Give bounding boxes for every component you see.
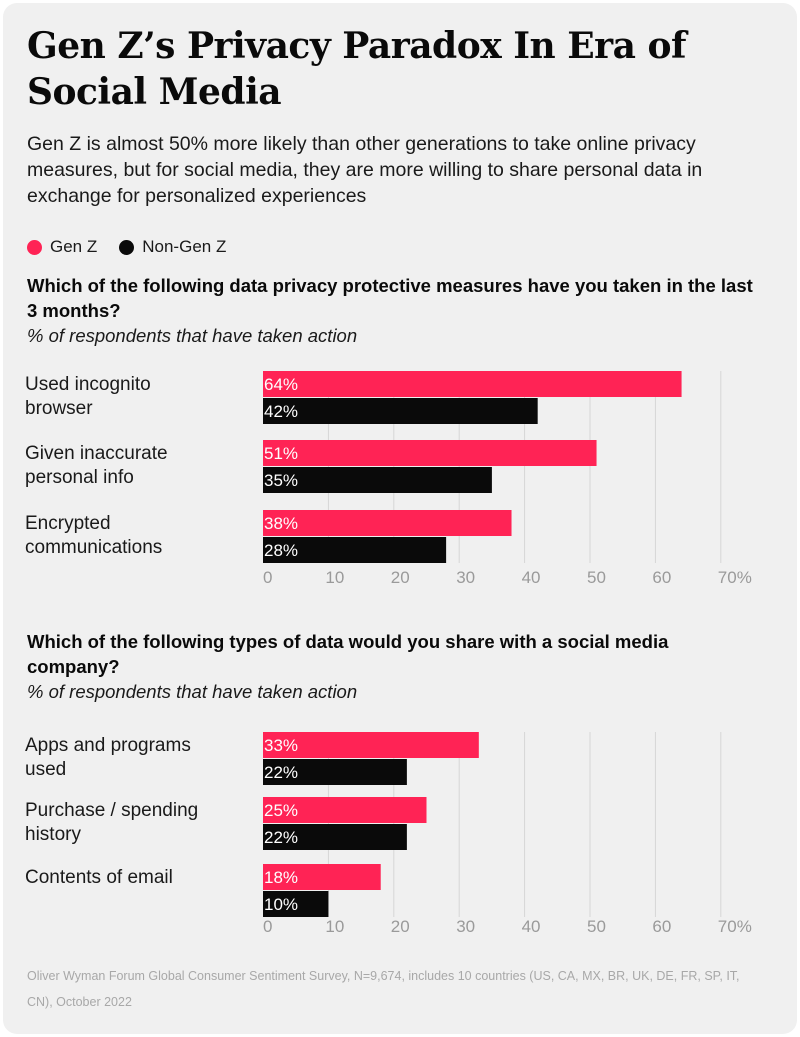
x-tick-label: 50 [587,917,606,936]
x-tick-label: 40 [522,568,541,587]
chart-privacy-measures: 0 10 20 30 40 50 60 70% Used incognito browser 64%… [25,371,752,587]
bar-non-gen-z-contents-of-email [263,891,329,917]
legend-item-gen-z: Gen Z [27,237,97,257]
chart-1-question: Which of the following data privacy prot… [27,275,753,321]
category-label-given-inaccurate-personal-info: Given inaccurate [25,443,168,464]
data-label-non-gen-z-given-inaccurate-personal-info: 35% [264,471,298,490]
x-tick-label: 10 [325,917,344,936]
x-tick-label: 50 [587,568,606,587]
x-tick-label: 60 [652,917,671,936]
x-tick-label: 10 [325,568,344,587]
bar-non-gen-z-encrypted-communications [263,537,447,563]
legend-label-non-gen-z: Non-Gen Z [142,237,227,256]
bar-gen-z-given-inaccurate-personal-info [263,440,597,466]
category-label-contents-of-email: Contents of email [25,867,173,888]
bar-gen-z-apps-and-programs-used [263,732,479,758]
chart-2-question: Which of the following types of data wou… [27,631,669,677]
bar-gen-z-purchase-spending-history [263,797,427,823]
x-tick-label: 30 [456,917,475,936]
page-title: Gen Z’s Privacy Paradox In Era of Social… [27,25,687,113]
bar-gen-z-used-incognito-browser [263,371,682,397]
category-label-used-incognito-browser: Used incognito [25,374,151,395]
category-label-apps-and-programs-used: Apps and programs [25,735,191,756]
x-tick-label: 40 [522,917,541,936]
x-tick-label: 20 [391,917,410,936]
legend-label-gen-z: Gen Z [50,237,98,256]
category-label-encrypted-communications: communications [25,537,162,558]
x-tick-label: 20 [391,568,410,587]
bar-gen-z-contents-of-email [263,864,381,890]
data-label-non-gen-z-apps-and-programs-used: 22% [264,763,298,782]
x-tick-label: 30 [456,568,475,587]
data-label-non-gen-z-encrypted-communications: 28% [264,541,298,560]
chart-data-sharing: 0 10 20 30 40 50 60 70% Apps and programs used 33%… [25,732,752,936]
data-label-gen-z-used-incognito-browser: 64% [264,375,298,394]
x-tick-label: 0 [263,568,272,587]
data-label-non-gen-z-contents-of-email: 10% [264,895,298,914]
data-label-gen-z-contents-of-email: 18% [264,868,298,887]
bar-non-gen-z-used-incognito-browser [263,398,538,424]
chart-1-subtitle: % of respondents that have taken action [27,325,358,346]
data-label-gen-z-given-inaccurate-personal-info: 51% [264,444,298,463]
bar-non-gen-z-purchase-spending-history [263,824,407,850]
x-tick-label: 70% [718,568,752,587]
category-label-purchase-spending-history: history [25,824,81,845]
source-footnote: Oliver Wyman Forum Global Consumer Senti… [27,969,740,1009]
bar-gen-z-encrypted-communications [263,510,512,536]
chart-2-subtitle: % of respondents that have taken action [27,681,358,702]
data-label-non-gen-z-used-incognito-browser: 42% [264,402,298,421]
legend: Gen Z Non-Gen Z [27,237,248,257]
data-label-non-gen-z-purchase-spending-history: 22% [264,828,298,847]
data-label-gen-z-encrypted-communications: 38% [264,514,298,533]
x-tick-label: 60 [652,568,671,587]
data-label-gen-z-purchase-spending-history: 25% [264,801,298,820]
data-label-gen-z-apps-and-programs-used: 33% [264,736,298,755]
x-tick-label: 0 [263,917,272,936]
legend-item-non-gen-z: Non-Gen Z [119,237,226,257]
category-label-apps-and-programs-used: used [25,759,66,780]
infographic-card: Gen Z’s Privacy Paradox In Era of Social… [3,3,797,1034]
category-label-encrypted-communications: Encrypted [25,513,111,534]
legend-swatch-gen-z [27,239,42,255]
category-label-given-inaccurate-personal-info: personal info [25,467,134,488]
x-tick-label: 70% [718,917,752,936]
category-label-purchase-spending-history: Purchase / spending [25,800,198,821]
bar-non-gen-z-apps-and-programs-used [263,759,407,785]
legend-swatch-non-gen-z [119,239,135,255]
category-label-used-incognito-browser: browser [25,398,93,419]
bar-non-gen-z-given-inaccurate-personal-info [263,467,492,493]
page-subtitle: Gen Z is almost 50% more likely than oth… [27,133,703,207]
